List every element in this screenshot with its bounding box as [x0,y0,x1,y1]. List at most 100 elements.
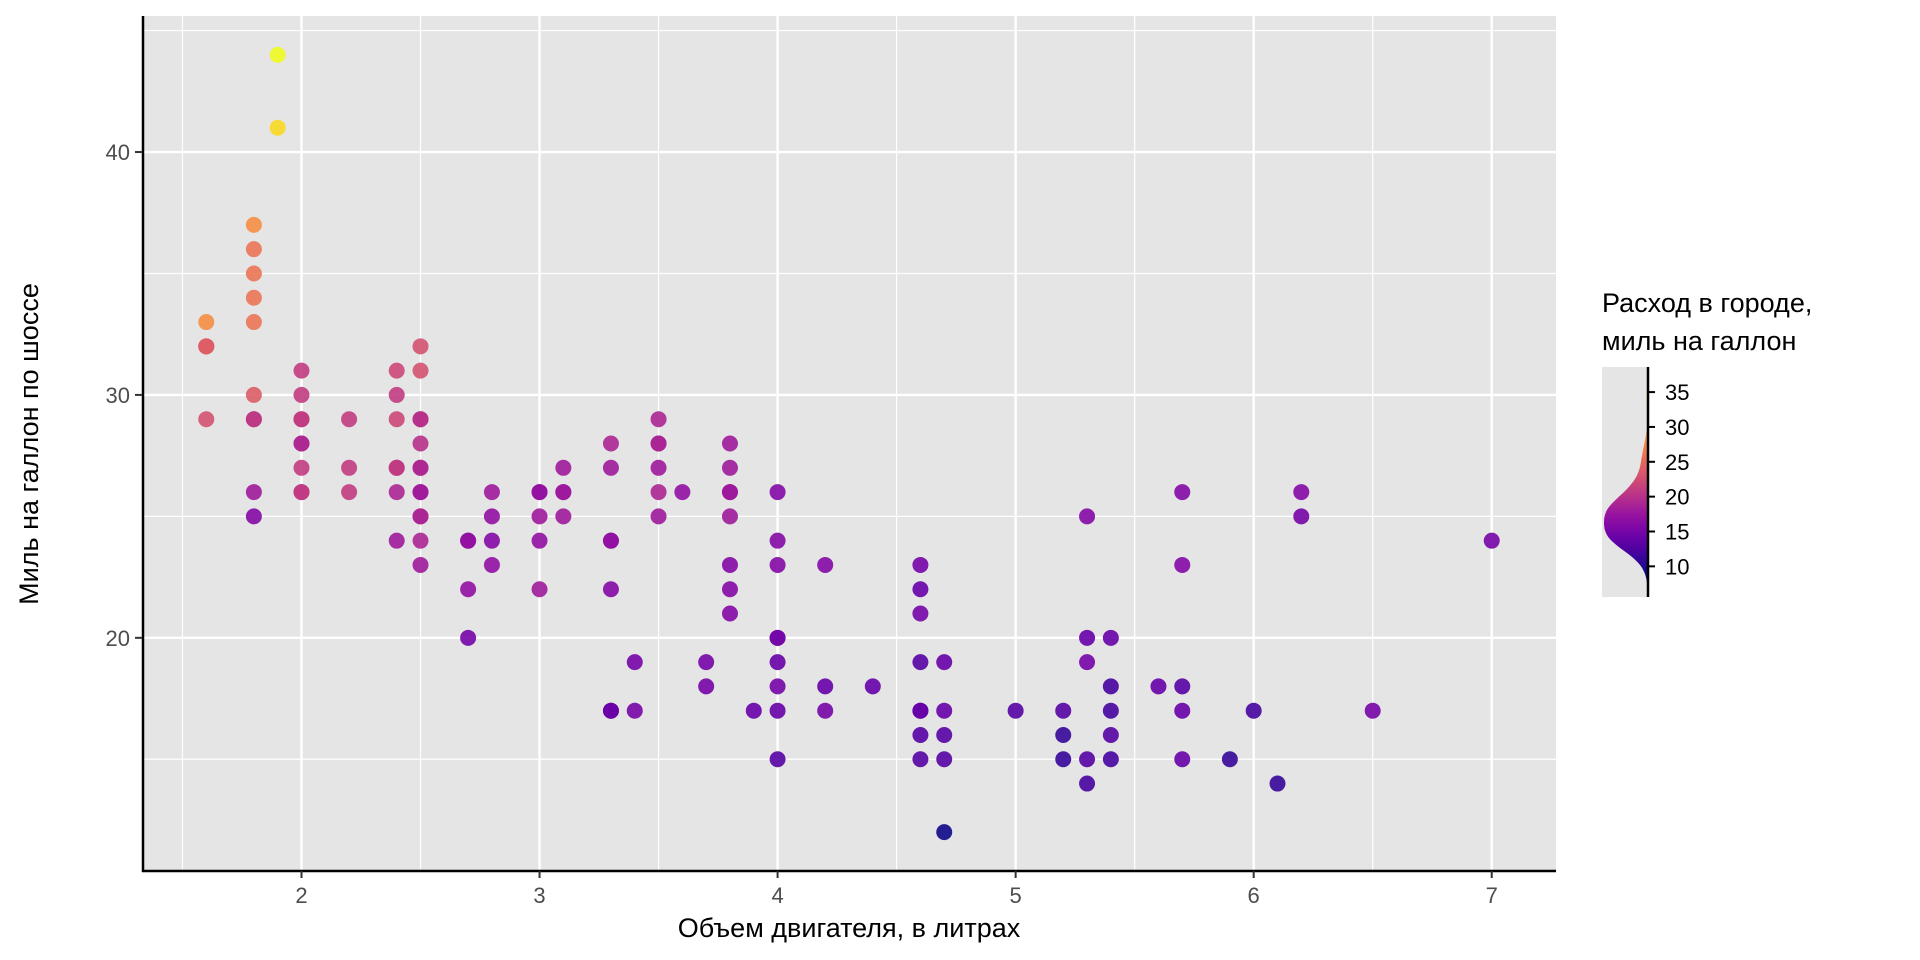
data-point [769,654,786,671]
data-point [555,508,572,525]
data-point [245,314,262,331]
y-tick-label: 30 [106,383,130,408]
data-point [388,386,405,403]
data-point [912,581,929,598]
data-point [769,751,786,768]
data-point [1483,532,1500,549]
data-point [412,508,429,525]
data-point [388,459,405,476]
data-point [1079,775,1096,792]
data-point [245,484,262,501]
data-point [555,459,572,476]
data-point [698,678,715,695]
data-point [936,654,953,671]
data-point [1174,484,1191,501]
data-point [1055,726,1072,743]
data-point [412,556,429,573]
data-point [555,484,572,501]
data-point [531,508,548,525]
data-point [198,314,215,331]
data-point [721,605,738,622]
data-point [1055,702,1072,719]
data-point [912,605,929,622]
data-point [531,484,548,501]
data-point [817,556,834,573]
color-legend: Расход в городе, миль на галлон 10 15 20 25… [1602,288,1812,597]
data-point [912,702,929,719]
data-point [412,435,429,452]
data-point [388,362,405,379]
data-point [412,484,429,501]
data-point [460,581,477,598]
data-point [412,532,429,549]
data-point [912,726,929,743]
x-tick-label: 3 [533,883,545,908]
legend-tick-label: 25 [1665,450,1689,475]
data-point [483,484,500,501]
data-point [1102,726,1119,743]
data-point [293,435,310,452]
data-point [1079,751,1096,768]
data-point [269,119,286,136]
legend-tick-label: 15 [1665,519,1689,544]
data-point [245,411,262,428]
data-point [721,459,738,476]
data-point [769,484,786,501]
data-point [245,386,262,403]
data-point [912,556,929,573]
data-point [602,702,619,719]
data-point [388,484,405,501]
data-point [721,508,738,525]
data-point [531,581,548,598]
x-tick-label: 2 [295,883,307,908]
y-tick-label: 40 [106,140,130,165]
data-point [1102,678,1119,695]
legend-tick-label: 35 [1665,380,1689,405]
data-point [698,654,715,671]
data-point [245,241,262,258]
x-tick-label: 5 [1010,883,1022,908]
y-tick-label: 20 [106,626,130,651]
data-point [341,411,358,428]
y-axis-ticks: 20 30 40 [106,140,142,651]
x-axis-label: Объем двигателя, в литрах [678,913,1021,943]
data-point [769,556,786,573]
data-point [674,484,691,501]
data-point [245,265,262,282]
data-point [293,459,310,476]
data-point [650,411,667,428]
data-point [817,702,834,719]
plot-panel [142,16,1556,871]
data-point [745,702,762,719]
data-point [1102,751,1119,768]
data-point [602,532,619,549]
data-point [650,508,667,525]
data-point [483,508,500,525]
data-point [293,362,310,379]
data-point [769,702,786,719]
data-point [412,411,429,428]
data-point [412,362,429,379]
data-point [460,532,477,549]
data-point [769,629,786,646]
data-point [721,484,738,501]
data-point [483,532,500,549]
data-point [1150,678,1167,695]
legend-tick-label: 10 [1665,554,1689,579]
data-point [936,824,953,841]
data-point [936,751,953,768]
x-tick-label: 6 [1248,883,1260,908]
data-point [1079,508,1096,525]
data-point [1293,484,1310,501]
data-point [721,581,738,598]
legend-title-line-2: миль на галлон [1602,326,1796,356]
data-point [1079,654,1096,671]
data-point [1102,629,1119,646]
data-point [245,289,262,306]
data-point [531,532,548,549]
data-point [721,435,738,452]
data-point [388,411,405,428]
legend-ticks: 10 15 20 25 30 35 [1648,380,1689,579]
data-point [626,702,643,719]
